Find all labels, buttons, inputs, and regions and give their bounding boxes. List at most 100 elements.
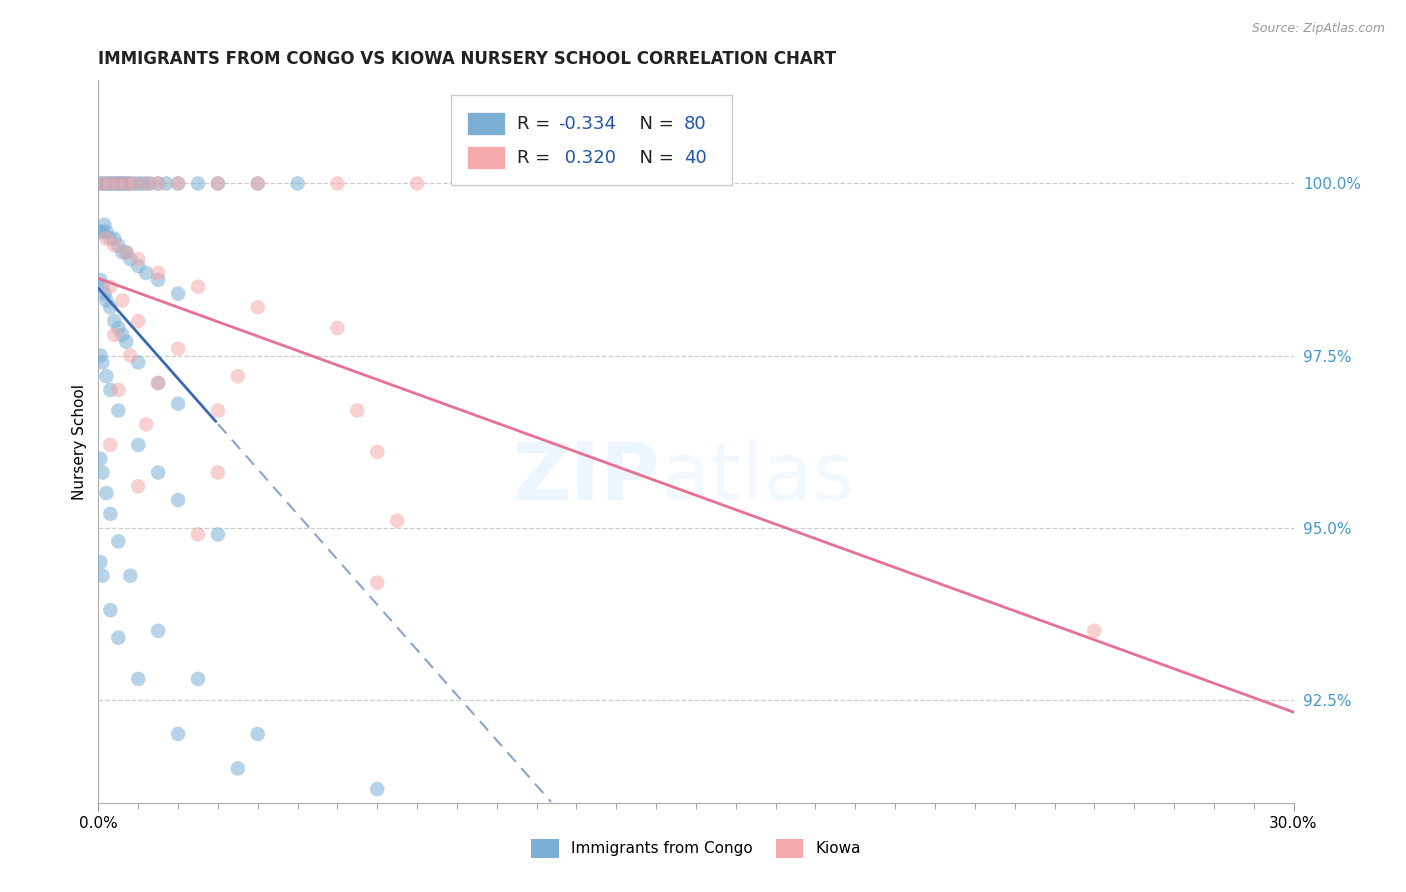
Point — [135, 177, 157, 191]
Point — [107, 238, 129, 252]
Point — [148, 624, 170, 638]
Point — [96, 369, 118, 384]
Point — [207, 403, 229, 417]
Point — [103, 177, 125, 191]
Point — [91, 177, 114, 191]
Point — [246, 727, 269, 741]
Point — [98, 301, 122, 315]
Point — [107, 383, 129, 397]
Point — [89, 451, 111, 466]
Point — [93, 218, 115, 232]
Point — [98, 177, 122, 191]
Point — [107, 403, 129, 417]
Point — [107, 177, 129, 191]
Point — [148, 177, 170, 191]
Point — [115, 177, 138, 191]
Point — [98, 177, 122, 191]
Point — [127, 672, 149, 686]
Point — [127, 479, 149, 493]
Point — [96, 177, 118, 191]
Point — [366, 782, 388, 797]
Point — [135, 266, 157, 280]
Point — [148, 273, 170, 287]
Point — [326, 321, 349, 335]
Point — [107, 321, 129, 335]
Point — [226, 761, 249, 775]
Point — [107, 631, 129, 645]
Point — [115, 245, 138, 260]
Point — [167, 342, 190, 356]
Point — [148, 376, 170, 390]
Text: N =: N = — [628, 115, 679, 133]
Point — [103, 238, 125, 252]
Point — [366, 575, 388, 590]
Point — [105, 177, 128, 191]
Point — [103, 314, 125, 328]
Point — [187, 177, 209, 191]
Text: 0.320: 0.320 — [558, 149, 616, 167]
Point — [366, 445, 388, 459]
Point — [98, 231, 122, 245]
Point — [110, 177, 132, 191]
Point — [246, 301, 269, 315]
Point — [115, 245, 138, 260]
Point — [91, 568, 114, 582]
Point — [103, 327, 125, 342]
Point — [120, 177, 142, 191]
Point — [246, 177, 269, 191]
Point — [131, 177, 153, 191]
Point — [96, 486, 118, 500]
FancyBboxPatch shape — [467, 112, 505, 136]
Point — [111, 293, 134, 308]
Point — [187, 672, 209, 686]
Y-axis label: Nursery School: Nursery School — [72, 384, 87, 500]
Point — [98, 383, 122, 397]
Point — [89, 177, 111, 191]
Point — [139, 177, 162, 191]
Point — [112, 177, 135, 191]
Text: ZIP: ZIP — [513, 439, 661, 516]
Point — [167, 493, 190, 508]
Point — [406, 177, 429, 191]
Point — [96, 225, 118, 239]
Text: 40: 40 — [685, 149, 707, 167]
Point — [93, 286, 115, 301]
Point — [101, 177, 124, 191]
Point — [127, 314, 149, 328]
Text: R =: R = — [517, 115, 555, 133]
Point — [127, 259, 149, 273]
Point — [207, 177, 229, 191]
Text: -0.334: -0.334 — [558, 115, 617, 133]
Point — [89, 349, 111, 363]
Point — [155, 177, 177, 191]
Point — [127, 177, 149, 191]
Point — [124, 177, 146, 191]
Point — [91, 177, 114, 191]
Point — [326, 177, 349, 191]
Point — [167, 286, 190, 301]
Point — [97, 177, 120, 191]
Point — [103, 231, 125, 245]
Point — [127, 438, 149, 452]
Point — [89, 225, 111, 239]
Point — [98, 438, 122, 452]
Point — [127, 252, 149, 267]
Point — [287, 177, 309, 191]
Legend: Immigrants from Congo, Kiowa: Immigrants from Congo, Kiowa — [524, 833, 868, 863]
Point — [117, 177, 139, 191]
Point — [346, 403, 368, 417]
Point — [167, 177, 190, 191]
FancyBboxPatch shape — [467, 146, 505, 169]
Point — [107, 177, 129, 191]
Point — [167, 177, 190, 191]
Text: N =: N = — [628, 149, 679, 167]
Point — [111, 327, 134, 342]
Point — [107, 534, 129, 549]
Point — [207, 177, 229, 191]
Point — [93, 177, 115, 191]
Point — [96, 293, 118, 308]
Point — [96, 231, 118, 245]
Point — [148, 177, 170, 191]
Point — [111, 245, 134, 260]
Point — [385, 514, 409, 528]
